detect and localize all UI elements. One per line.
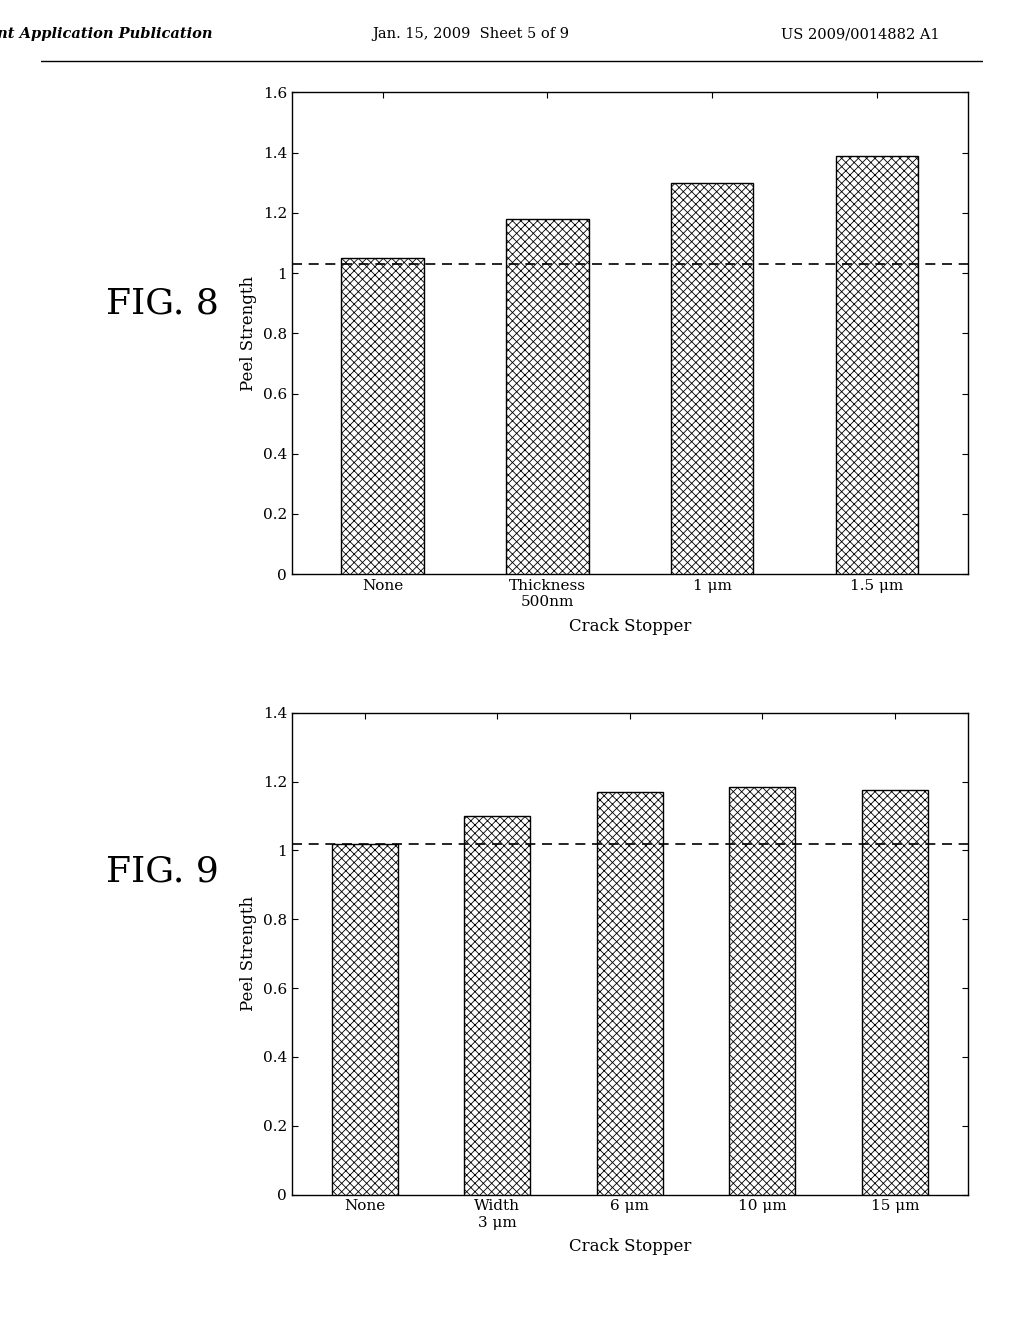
X-axis label: Crack Stopper: Crack Stopper — [568, 618, 691, 635]
Bar — [671, 182, 754, 574]
Bar — [332, 843, 398, 1195]
Bar — [464, 816, 530, 1195]
Y-axis label: Peel Strength: Peel Strength — [241, 276, 257, 391]
Text: US 2009/0014882 A1: US 2009/0014882 A1 — [781, 28, 939, 41]
Text: Jan. 15, 2009  Sheet 5 of 9: Jan. 15, 2009 Sheet 5 of 9 — [373, 28, 569, 41]
Text: FIG. 9: FIG. 9 — [105, 854, 219, 888]
Bar — [341, 257, 424, 574]
Bar — [836, 156, 919, 574]
Text: Patent Application Publication: Patent Application Publication — [0, 28, 213, 41]
Y-axis label: Peel Strength: Peel Strength — [241, 896, 257, 1011]
Bar — [729, 787, 796, 1195]
Text: FIG. 8: FIG. 8 — [105, 286, 219, 321]
Bar — [597, 792, 663, 1195]
Bar — [506, 219, 589, 574]
Bar — [861, 791, 928, 1195]
X-axis label: Crack Stopper: Crack Stopper — [568, 1238, 691, 1255]
